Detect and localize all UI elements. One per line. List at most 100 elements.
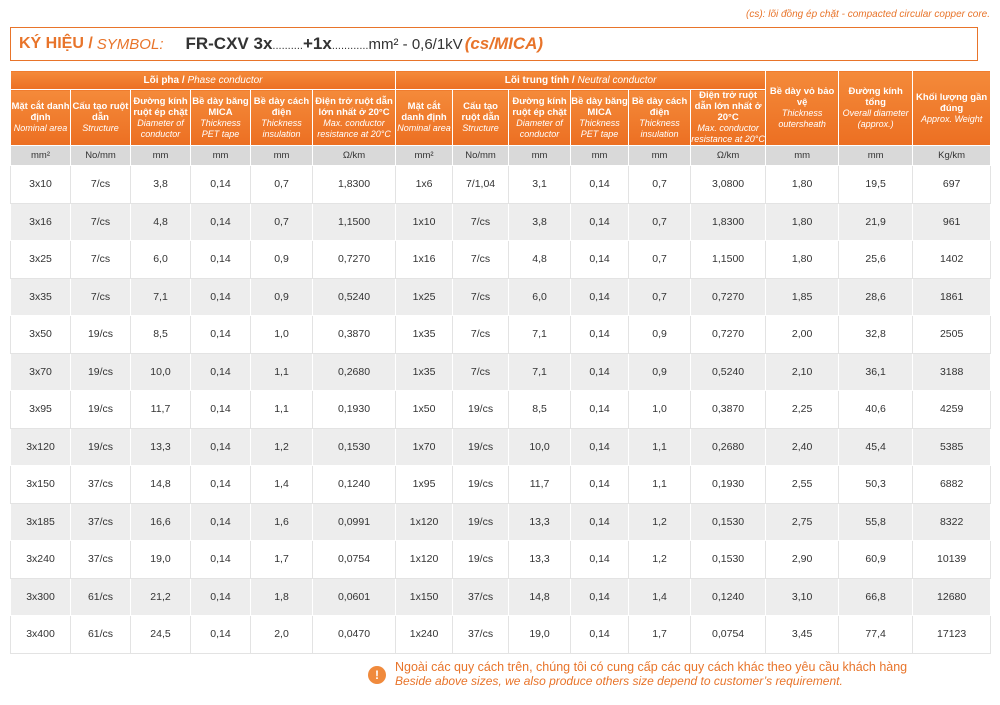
- cell: 19/cs: [452, 390, 510, 429]
- unit-cell: Ω/km: [690, 145, 767, 166]
- cell: 0,7: [628, 277, 692, 316]
- header-row: Mặt cắt danh định Nominal area Cấu tạo ruộ…: [10, 89, 991, 146]
- column-en: Diameter of conductor: [516, 117, 563, 139]
- unit-cell: mm²: [10, 145, 71, 166]
- symbol-code: FR-CXV 3x..........+1x............mm² - …: [185, 34, 462, 54]
- cell: 1,8300: [690, 202, 767, 241]
- column-vi: Mặt cắt danh định: [401, 101, 447, 123]
- cell: 0,7270: [311, 240, 397, 279]
- cell: 0,14: [190, 315, 251, 354]
- cell: 0,1240: [311, 465, 397, 504]
- cell: 61/cs: [70, 615, 131, 654]
- cell: 7/cs: [70, 202, 131, 241]
- cell: 961: [912, 202, 992, 241]
- data-row: 3x150 37/cs 14,8 0,14 1,4 0,1240 1x95 19/cs 11,7…: [10, 465, 992, 504]
- column-header: Bề dày cách điện Thickness insulation: [250, 89, 313, 146]
- column-header: Điện trở ruột dẫn lớn nhất ở 20°C Max. co…: [690, 89, 767, 146]
- cell: 1,6: [250, 502, 313, 541]
- code-part: FR-CXV 3x: [185, 34, 273, 53]
- cell: 7,1: [508, 315, 572, 354]
- column-en: Thickness insulation: [261, 117, 302, 139]
- cell: 3x50: [10, 315, 71, 354]
- cell: 3,10: [765, 577, 840, 616]
- cell: 6,0: [508, 277, 572, 316]
- unit-cell: mm: [130, 145, 191, 166]
- unit-cell: mm: [765, 145, 840, 166]
- unit-cell: mm: [838, 145, 914, 166]
- cell: 697: [912, 165, 992, 204]
- cell: 1x120: [395, 502, 454, 541]
- column-vi: Điện trở ruột dẫn lớn nhất ở 20°C: [315, 95, 393, 118]
- cell: 16,6: [130, 502, 191, 541]
- cell: 13,3: [508, 502, 572, 541]
- cell: 19/cs: [452, 540, 510, 579]
- data-row: 3x185 37/cs 16,6 0,14 1,6 0,0991 1x120 19/cs 13,…: [10, 502, 992, 541]
- column-header: Bề dày băng MICA Thickness PET tape: [190, 89, 251, 146]
- cell: 0,9: [250, 240, 313, 279]
- cell: 11,7: [508, 465, 572, 504]
- cell: 1,85: [765, 277, 840, 316]
- data-row: 3x95 19/cs 11,7 0,14 1,1 0,1930 1x50 19/cs 8,5 0,…: [10, 390, 992, 429]
- cell: 3,1: [508, 165, 572, 204]
- cell: 3x240: [10, 540, 71, 579]
- cell: 0,14: [570, 465, 630, 504]
- group-vi: Lõi pha /: [143, 74, 185, 86]
- cell: 0,14: [570, 390, 630, 429]
- column-header: Bề dày băng MICA Thickness PET tape: [570, 89, 630, 146]
- cell: 17123: [912, 615, 992, 654]
- cell: 1,4: [628, 577, 692, 616]
- note: (cs): lõi đồng ép chặt - compacted circu…: [746, 9, 990, 20]
- cell: 1,1500: [311, 202, 397, 241]
- cell: 0,7270: [690, 315, 767, 354]
- cell: 1x120: [395, 540, 454, 579]
- column-vi: Bề dày cách điện: [631, 95, 688, 118]
- cell: 61/cs: [70, 577, 131, 616]
- cell: 3,8: [508, 202, 572, 241]
- cell: 0,0754: [690, 615, 767, 654]
- cell: 0,7: [628, 202, 692, 241]
- cell: 21,9: [838, 202, 914, 241]
- data-row: 3x25 7/cs 6,0 0,14 0,9 0,7270 1x16 7/cs 4,8 0,14 0…: [10, 240, 992, 279]
- data-row: 3x50 19/cs 8,5 0,14 1,0 0,3870 1x35 7/cs 7,1 0,14…: [10, 315, 992, 354]
- cell: 13,3: [508, 540, 572, 579]
- cell: 4259: [912, 390, 992, 429]
- column-en: Nominal area: [13, 123, 68, 133]
- cell: 0,14: [190, 427, 251, 466]
- cell: 1,2: [628, 502, 692, 541]
- column-en: Max. conductor resistance at 20°C: [317, 117, 391, 139]
- cell: 40,6: [838, 390, 914, 429]
- spec-table: Lõi pha / Phase conductor Lõi trung tính …: [9, 70, 992, 654]
- cell: 8,5: [508, 390, 572, 429]
- cell: 14,8: [508, 577, 572, 616]
- data-row: 3x35 7/cs 7,1 0,14 0,9 0,5240 1x25 7/cs 6,0 0,14 0…: [10, 277, 992, 316]
- cell: 14,8: [130, 465, 191, 504]
- column-header: Đường kính tổng Overall diameter (approx.…: [838, 70, 914, 146]
- unit-cell: Ω/km: [311, 145, 397, 166]
- column-header: Đường kính ruột ép chặt Diameter of condu…: [130, 89, 191, 146]
- cell: 19/cs: [70, 390, 131, 429]
- cell: 0,14: [190, 615, 251, 654]
- cell: 1,8: [250, 577, 313, 616]
- cell: 2,00: [765, 315, 840, 354]
- cell: 0,14: [570, 165, 630, 204]
- column-vi: Bề dày vỏ bảo vệ: [769, 86, 835, 108]
- cell: 1,2: [250, 427, 313, 466]
- unit-cell: mm: [628, 145, 692, 166]
- code-part: +1x: [302, 34, 332, 53]
- column-en: Thickness outersheath: [778, 108, 826, 129]
- column-header: Cấu tạo ruột dẫn Structure: [452, 89, 510, 146]
- data-row: 3x120 19/cs 13,3 0,14 1,2 0,1530 1x70 19/cs 10,0…: [10, 427, 992, 466]
- cell: 1x150: [395, 577, 454, 616]
- cell: 32,8: [838, 315, 914, 354]
- cell: 3188: [912, 352, 992, 391]
- cell: 8322: [912, 502, 992, 541]
- cell: 19,0: [508, 615, 572, 654]
- cell: 77,4: [838, 615, 914, 654]
- cell: 3x120: [10, 427, 71, 466]
- cell: 0,14: [570, 615, 630, 654]
- cell: 1,80: [765, 240, 840, 279]
- column-header: Mặt cắt danh định Nominal area: [10, 89, 71, 146]
- cell: 37/cs: [452, 577, 510, 616]
- column-vi: Bề dày băng MICA: [571, 95, 628, 118]
- cell: 1861: [912, 277, 992, 316]
